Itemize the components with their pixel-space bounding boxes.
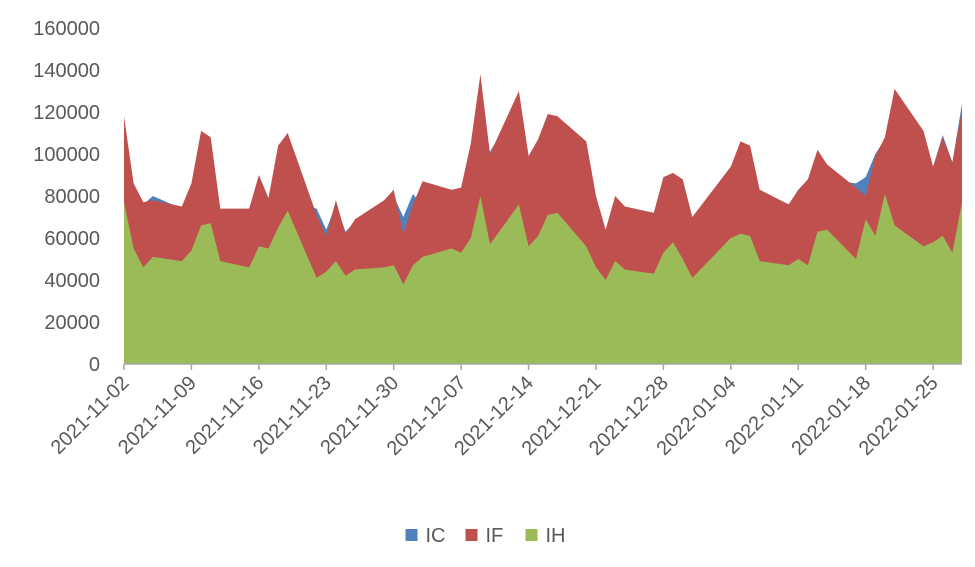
- axes: [123, 363, 962, 370]
- legend-item-ih: IH: [525, 525, 566, 547]
- y-axis-tick-labels: 0 20000 40000 60000 80000 100000 120000 140000 1…: [33, 18, 100, 376]
- legend: IC IF IH: [405, 525, 566, 547]
- y-tick-label: 140000: [33, 60, 100, 82]
- y-tick-label: 80000: [44, 186, 100, 208]
- x-axis-tick-labels: 2021-11-022021-11-092021-11-162021-11-23…: [47, 372, 943, 460]
- legend-label: IH: [546, 525, 566, 547]
- legend-item-ic: IC: [405, 525, 446, 547]
- legend-item-if: IF: [465, 525, 504, 547]
- legend-label: IF: [486, 525, 504, 547]
- y-tick-label: 20000: [44, 312, 100, 334]
- legend-swatch: [525, 529, 538, 541]
- y-tick-label: 40000: [44, 270, 100, 292]
- y-tick-label: 100000: [33, 144, 100, 166]
- y-tick-label: 120000: [33, 102, 100, 124]
- y-tick-label: 0: [89, 354, 100, 376]
- legend-swatch: [405, 529, 418, 541]
- legend-label: IC: [426, 525, 446, 547]
- y-tick-label: 160000: [33, 18, 100, 40]
- y-tick-label: 60000: [44, 228, 100, 250]
- area-series-ih: [124, 193, 962, 364]
- legend-swatch: [465, 529, 478, 541]
- plot-areas: [124, 74, 962, 365]
